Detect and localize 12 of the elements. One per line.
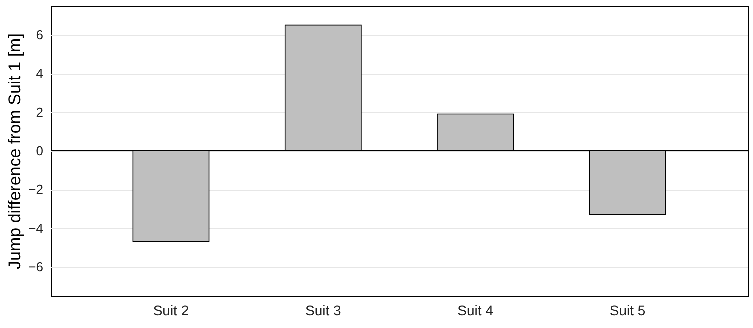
- y-tick-label: 4: [36, 66, 44, 82]
- y-tick-label: 2: [36, 104, 44, 120]
- x-tick-label: Suit 4: [458, 302, 494, 318]
- y-tick-label: 0: [36, 144, 44, 158]
- x-tick-label: Suit 2: [153, 302, 190, 318]
- y-tick-label: 6: [36, 28, 44, 42]
- y-tick-label: −2: [28, 182, 44, 198]
- y-tick-label: −4: [28, 220, 44, 236]
- x-tick-label: Suit 3: [306, 302, 342, 318]
- y-axis-title: Jump difference from Suit 1 [m]: [6, 34, 25, 270]
- y-tick-label: −6: [28, 260, 44, 274]
- x-tick-label: Suit 5: [610, 302, 646, 318]
